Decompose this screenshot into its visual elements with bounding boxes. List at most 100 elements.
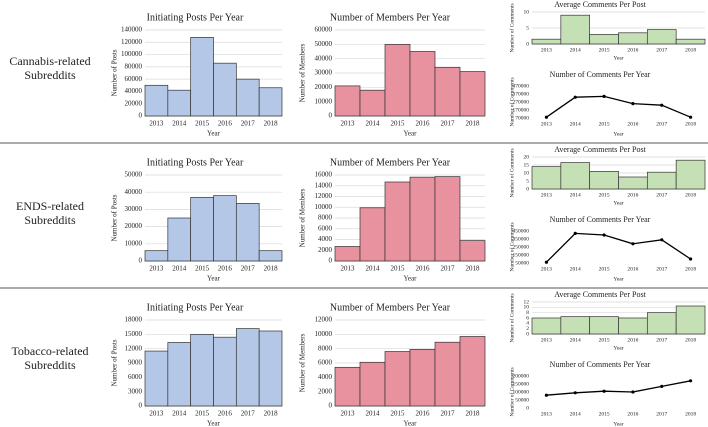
y-tick-label: 6000	[128, 373, 143, 381]
bar	[144, 250, 169, 262]
bar	[190, 333, 214, 407]
point	[573, 391, 577, 395]
y-tick-label: 5	[526, 178, 529, 184]
bar	[235, 78, 260, 117]
point	[602, 94, 606, 98]
y-tick-label: 120000	[121, 38, 143, 46]
y-tick-label: 50000	[315, 40, 333, 48]
y-tick-label: 140000	[121, 26, 143, 34]
y-tick-label: 12	[524, 299, 530, 305]
y-tick-label: 15	[524, 162, 530, 168]
y-tick-label: 8	[526, 310, 529, 316]
y-tick-label: 200000	[513, 373, 530, 379]
bar	[409, 349, 436, 407]
y-tick-label: 10000	[125, 239, 143, 247]
y-tick-label: 10000	[315, 330, 333, 338]
x-tick-label: 2013	[541, 337, 552, 343]
y-tick-label: 270000	[513, 99, 530, 105]
x-tick-label: 2014	[570, 411, 581, 417]
x-tick-label: 2013	[541, 266, 552, 272]
x-tick-label: 2016	[627, 47, 638, 53]
bar	[213, 195, 237, 262]
y-tick-label: 8000	[318, 344, 333, 352]
x-tick-label: 2015	[195, 120, 210, 128]
x-tick-label: 2016	[627, 337, 638, 343]
point	[688, 115, 693, 119]
chart-title: Average Comments Per Post	[554, 145, 646, 154]
x-tick-label: 2018	[264, 120, 279, 128]
x-tick-label: 2013	[341, 265, 356, 273]
chart-title: Number of Comments Per Year	[550, 360, 651, 369]
point	[602, 389, 606, 393]
y-tick-label: 0	[526, 331, 529, 337]
y-tick-label: 10000	[315, 97, 333, 105]
x-tick-label: 2014	[570, 337, 581, 343]
y-tick-label: 20000	[315, 83, 333, 91]
x-axis-title: Year	[613, 55, 623, 61]
x-tick-label: 2015	[391, 265, 406, 273]
bar	[167, 89, 192, 117]
x-tick-label: 2013	[541, 121, 552, 127]
chart-title: Initiating Posts Per Year	[147, 157, 244, 168]
bar	[434, 176, 461, 262]
bar	[334, 366, 361, 407]
y-axis-title: Number of Comments	[508, 222, 515, 271]
row-label: Tobacco-related	[11, 344, 88, 358]
y-tick-label: 100000	[121, 50, 143, 58]
y-tick-label: 0	[329, 402, 333, 410]
y-axis-title: Number of Posts	[111, 49, 119, 96]
bar	[618, 32, 648, 45]
y-tick-label: 0	[329, 112, 333, 120]
x-tick-label: 2014	[172, 265, 187, 273]
x-tick-label: 2016	[627, 121, 638, 127]
x-tick-label: 2015	[599, 47, 610, 53]
x-tick-label: 2015	[391, 410, 406, 418]
row-label: Subreddits	[24, 358, 76, 372]
y-tick-label: 0	[526, 405, 529, 411]
x-tick-label: 2018	[466, 410, 481, 418]
x-tick-label: 2014	[570, 266, 581, 272]
x-axis-title: Year	[207, 130, 221, 138]
x-axis-title: Year	[613, 131, 623, 137]
y-tick-label: 0	[526, 186, 529, 192]
y-tick-label: 20000	[125, 222, 143, 230]
y-tick-label: 350000	[513, 236, 530, 242]
y-tick-label: 0	[139, 402, 143, 410]
bar	[618, 176, 648, 190]
y-tick-label: 30000	[315, 69, 333, 77]
y-axis-title: Number of Members	[299, 333, 307, 392]
bar	[359, 89, 386, 117]
line	[546, 380, 691, 396]
y-tick-label: 18000	[125, 316, 143, 324]
row-label: Subreddits	[24, 213, 76, 227]
y-tick-label: 100000	[513, 389, 530, 395]
point	[631, 102, 635, 106]
x-tick-label: 2018	[685, 47, 696, 53]
x-tick-label: 2013	[149, 120, 164, 128]
x-tick-label: 2013	[149, 265, 164, 273]
y-tick-label: 2000	[318, 246, 333, 254]
bar	[675, 38, 706, 45]
bar	[675, 305, 706, 335]
y-tick-label: 0	[526, 41, 529, 47]
y-tick-label: 4000	[318, 373, 333, 381]
x-axis-title: Year	[613, 276, 623, 282]
y-tick-label: 9000	[128, 359, 143, 367]
y-tick-label: 6	[526, 315, 529, 321]
x-tick-label: 2018	[466, 265, 481, 273]
x-tick-label: 2018	[685, 121, 696, 127]
y-tick-label: 8000	[318, 214, 333, 222]
bar	[235, 203, 260, 262]
x-tick-label: 2017	[656, 121, 667, 127]
y-tick-label: 150000	[513, 252, 530, 258]
x-tick-label: 2017	[241, 265, 256, 273]
point	[660, 103, 664, 107]
x-tick-label: 2013	[149, 410, 164, 418]
y-tick-label: 10000	[315, 203, 333, 211]
y-tick-label: 30000	[125, 205, 143, 213]
x-tick-label: 2016	[218, 410, 233, 418]
chart-title: Average Comments Per Post	[554, 290, 646, 299]
bar	[359, 207, 386, 262]
y-axis-title: Number of Posts	[111, 339, 119, 386]
x-tick-label: 2013	[541, 411, 552, 417]
